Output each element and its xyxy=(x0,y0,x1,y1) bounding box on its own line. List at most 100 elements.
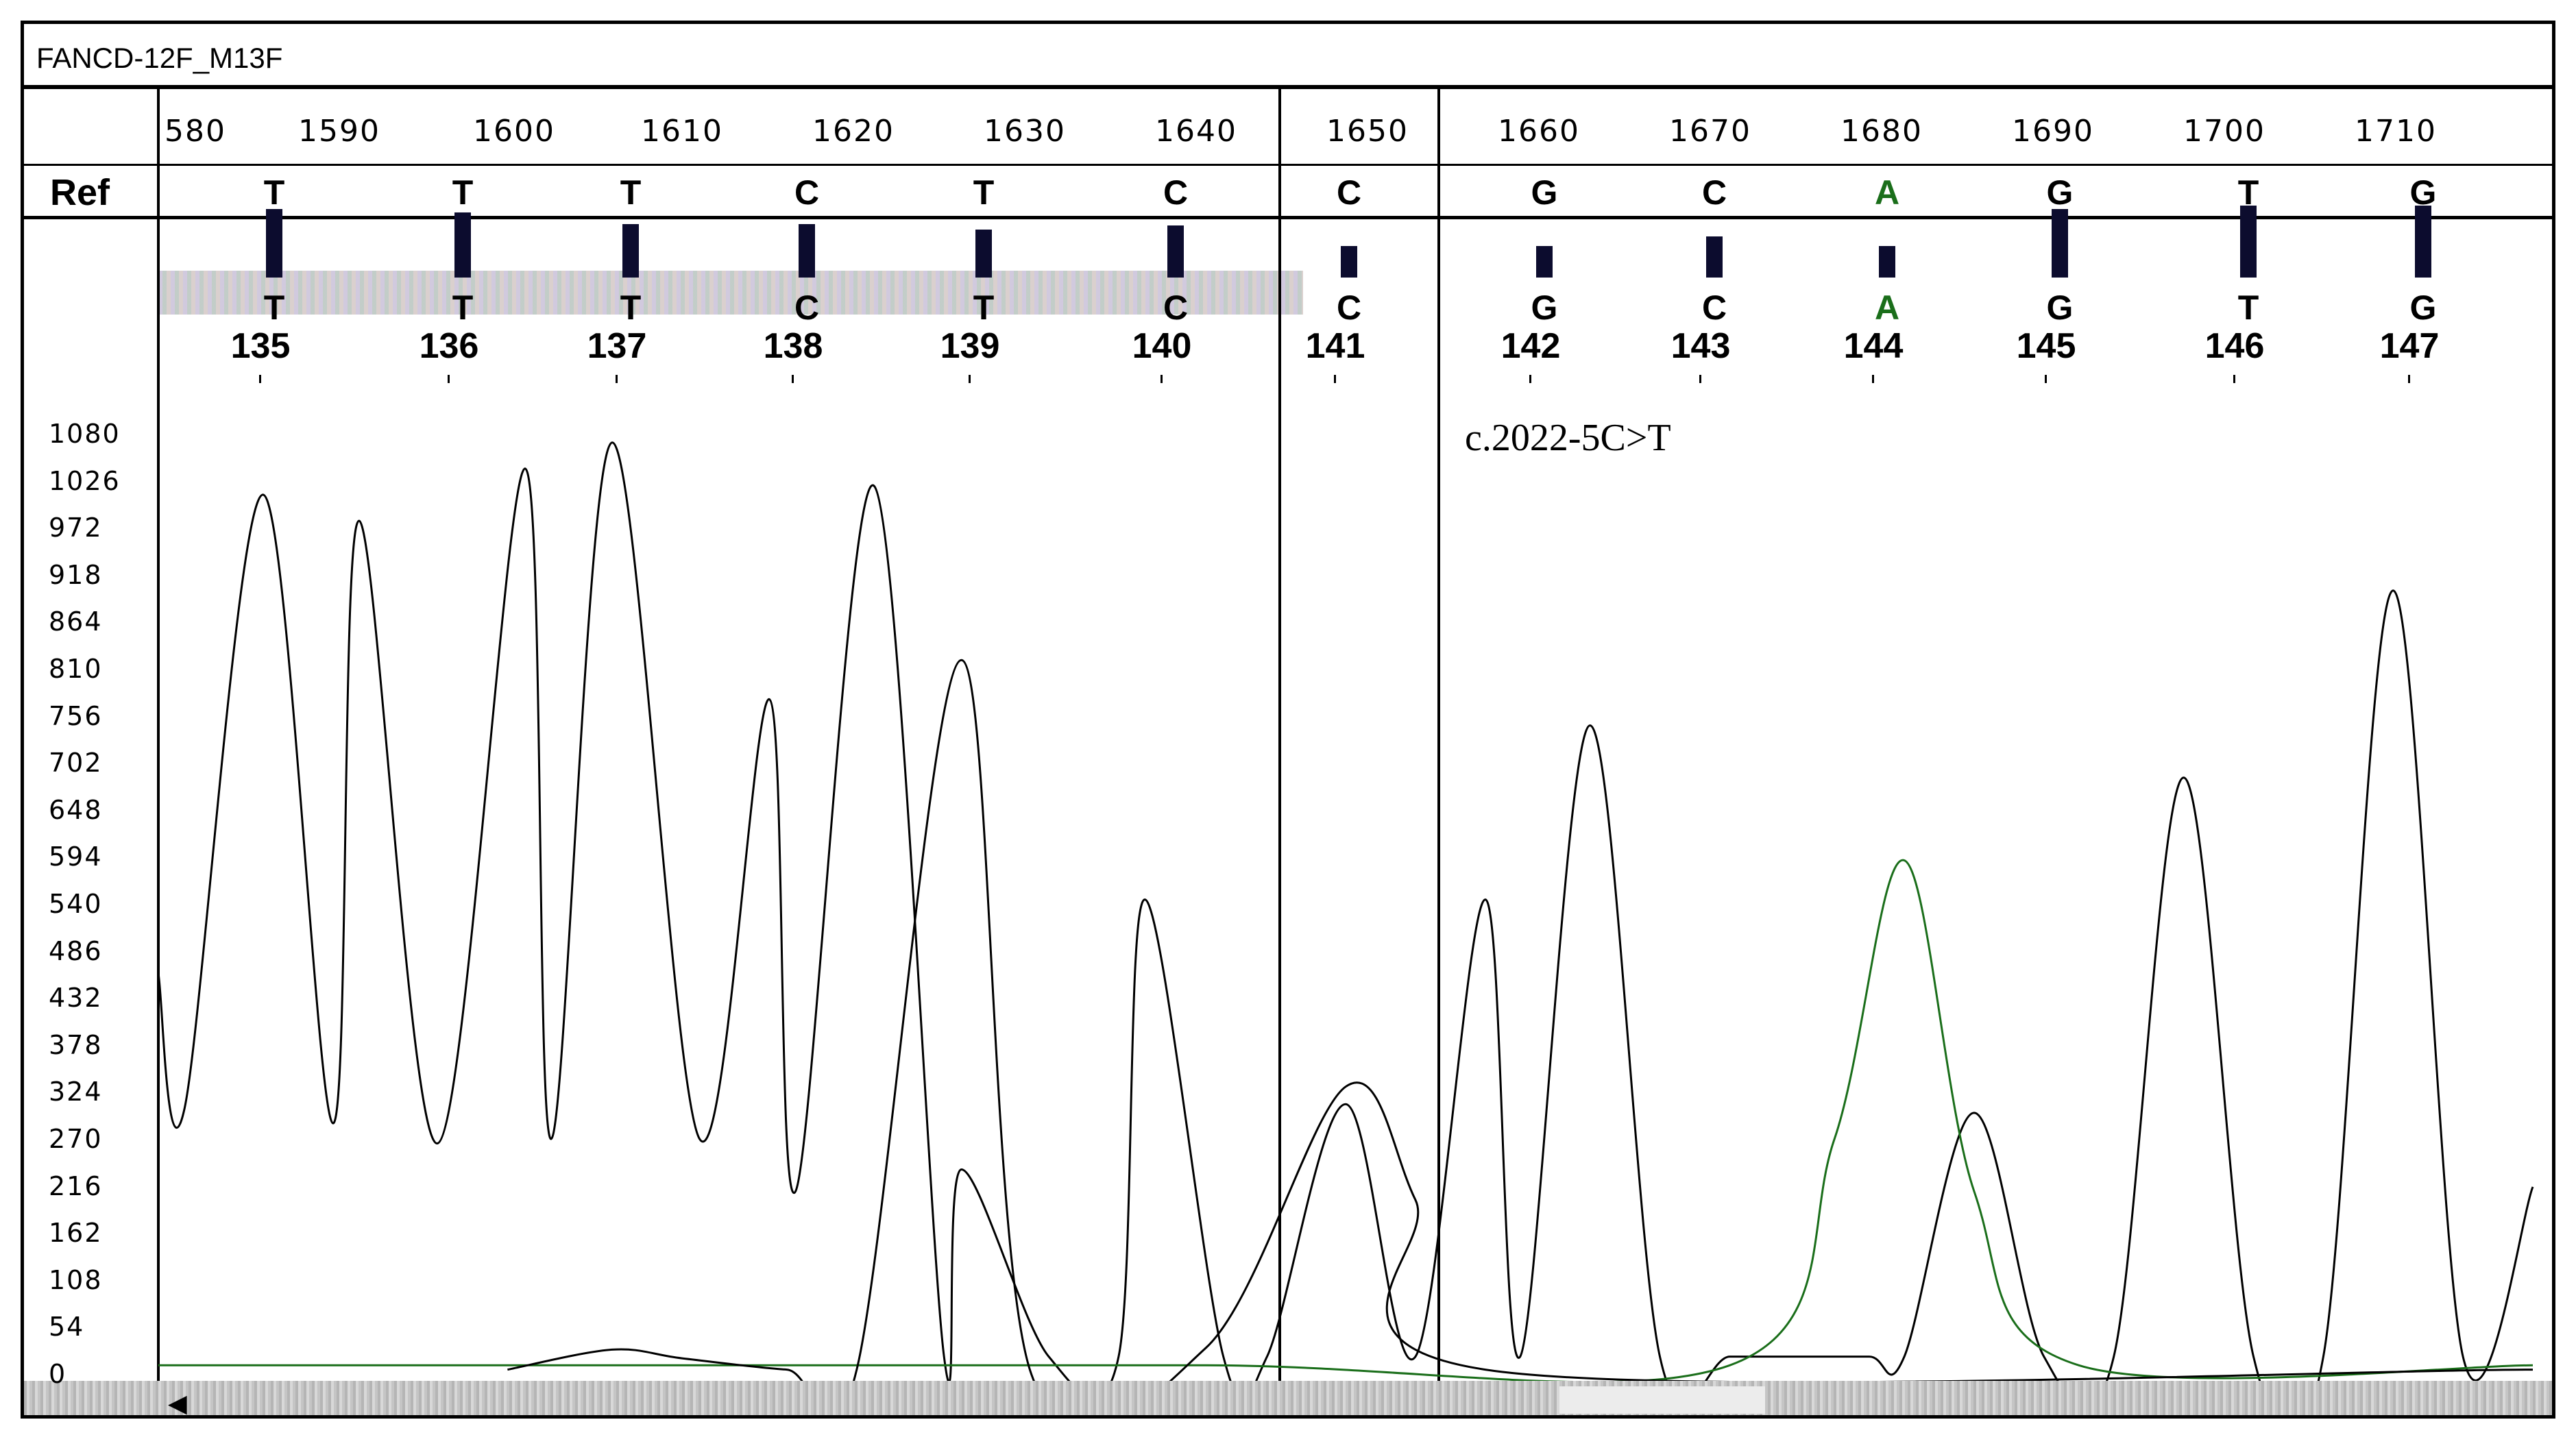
cursor-line-left[interactable] xyxy=(1278,89,1281,1405)
base-position-tick xyxy=(969,375,971,383)
quality-bar xyxy=(2415,206,2431,278)
ref-base: C xyxy=(794,173,820,212)
called-base[interactable]: C xyxy=(1336,289,1362,327)
window-title: FANCD-12F_M13F xyxy=(36,42,283,74)
quality-bar xyxy=(266,209,282,278)
y-axis-tick-label: 1080 xyxy=(49,419,121,449)
base-position-number: 139 xyxy=(940,326,1000,366)
ruler-tick-label: 1660 xyxy=(1498,114,1580,149)
y-axis-tick-label: 324 xyxy=(49,1077,103,1107)
ruler-tick-label: 580 xyxy=(165,114,226,149)
trace-plot xyxy=(157,441,2534,1415)
base-position-number: 141 xyxy=(1305,326,1365,366)
scroll-thumb[interactable] xyxy=(1559,1386,1765,1414)
quality-bar xyxy=(622,224,639,278)
base-position-number: 136 xyxy=(419,326,479,366)
y-axis-tick-label: 918 xyxy=(49,559,103,590)
called-base[interactable]: T xyxy=(973,289,995,327)
trace-series-0 xyxy=(157,441,2534,1415)
ruler-tick-label: 1680 xyxy=(1840,114,1923,149)
base-position-tick xyxy=(1699,375,1701,383)
base-position-number: 140 xyxy=(1132,326,1192,366)
y-axis-tick-label: 702 xyxy=(49,748,103,778)
y-axis-tick-label: 810 xyxy=(49,654,103,684)
called-base[interactable]: C xyxy=(1163,289,1189,327)
ref-base: G xyxy=(2409,173,2437,212)
ref-base: G xyxy=(2046,173,2074,212)
ref-base: T xyxy=(973,173,995,212)
base-position-tick xyxy=(2233,375,2235,383)
ruler-tick-label: 1600 xyxy=(473,114,555,149)
base-position-tick xyxy=(259,375,261,383)
quality-bar xyxy=(1706,236,1723,278)
y-axis-tick-label: 432 xyxy=(49,983,103,1014)
called-base[interactable]: G xyxy=(2409,289,2437,327)
ref-base: C xyxy=(1701,173,1727,212)
ref-base: G xyxy=(1531,173,1558,212)
y-axis-tick-label: 0 xyxy=(49,1359,67,1389)
ref-label: Ref xyxy=(50,172,110,213)
base-position-number: 145 xyxy=(2016,326,2076,366)
base-position-number: 138 xyxy=(763,326,823,366)
quality-bar xyxy=(454,212,471,278)
ruler-tick-label: 1690 xyxy=(2012,114,2094,149)
ref-base: T xyxy=(2237,173,2259,212)
quality-bar xyxy=(2052,209,2068,278)
base-call-band xyxy=(158,271,1303,315)
base-position-number: 146 xyxy=(2204,326,2265,366)
ruler-tick-label: 1620 xyxy=(812,114,895,149)
base-position-number: 147 xyxy=(2379,326,2440,366)
trace-series-1 xyxy=(158,859,2534,1384)
called-base[interactable]: C xyxy=(794,289,820,327)
base-position-number: 135 xyxy=(230,326,291,366)
base-position-tick xyxy=(616,375,618,383)
base-position-tick xyxy=(2408,375,2410,383)
ruler-tick-label: 1640 xyxy=(1155,114,1237,149)
called-base[interactable]: T xyxy=(620,289,642,327)
ruler-tick-label: 1650 xyxy=(1326,114,1409,149)
y-axis-tick-label: 1026 xyxy=(49,465,121,496)
base-position-tick xyxy=(1872,375,1874,383)
ruler-tick-label: 1630 xyxy=(984,114,1066,149)
called-base[interactable]: A xyxy=(1874,289,1900,327)
called-base[interactable]: T xyxy=(2237,289,2259,327)
title-bar: FANCD-12F_M13F xyxy=(24,24,2552,89)
quality-bar xyxy=(2240,206,2257,278)
y-axis-tick-label: 108 xyxy=(49,1264,103,1295)
y-axis-tick-label: 540 xyxy=(49,889,103,919)
called-base[interactable]: T xyxy=(263,289,285,327)
ref-base: A xyxy=(1874,173,1900,212)
ref-base: T xyxy=(620,173,642,212)
base-position-tick xyxy=(1334,375,1336,383)
ruler-tick-label: 1710 xyxy=(2355,114,2437,149)
y-axis-tick-label: 972 xyxy=(49,513,103,543)
scroll-left-arrow-icon[interactable]: ◀ xyxy=(168,1389,187,1417)
base-position-tick xyxy=(448,375,450,383)
y-axis-line xyxy=(157,89,160,1391)
called-base[interactable]: G xyxy=(1531,289,1558,327)
cursor-line-right[interactable] xyxy=(1437,89,1440,1405)
ref-base: C xyxy=(1336,173,1362,212)
ref-base: C xyxy=(1163,173,1189,212)
horizontal-scrollbar[interactable] xyxy=(24,1381,2552,1415)
mutation-annotation: c.2022-5C>T xyxy=(1465,417,1671,459)
base-position-tick xyxy=(792,375,794,383)
base-position-number: 144 xyxy=(1843,326,1904,366)
y-axis-tick-label: 594 xyxy=(49,842,103,872)
quality-bar xyxy=(1536,246,1553,278)
y-axis-tick-label: 756 xyxy=(49,700,103,731)
y-axis-tick-label: 54 xyxy=(49,1312,85,1342)
ruler-tick-label: 1610 xyxy=(641,114,723,149)
called-base[interactable]: T xyxy=(452,289,474,327)
base-position-number: 142 xyxy=(1500,326,1561,366)
called-base[interactable]: G xyxy=(2046,289,2074,327)
reference-row: Ref T T T C T C C G C A G T G xyxy=(24,166,2552,219)
called-base[interactable]: C xyxy=(1701,289,1727,327)
base-position-tick xyxy=(1161,375,1163,383)
quality-bar xyxy=(1341,246,1357,278)
scan-ruler: 580 1590 1600 1610 1620 1630 1640 1650 1660 1670 1… xyxy=(24,89,2552,166)
ruler-tick-label: 1700 xyxy=(2183,114,2265,149)
ref-base: T xyxy=(263,173,285,212)
base-position-number: 137 xyxy=(587,326,647,366)
trace-series-2 xyxy=(507,659,2534,1415)
